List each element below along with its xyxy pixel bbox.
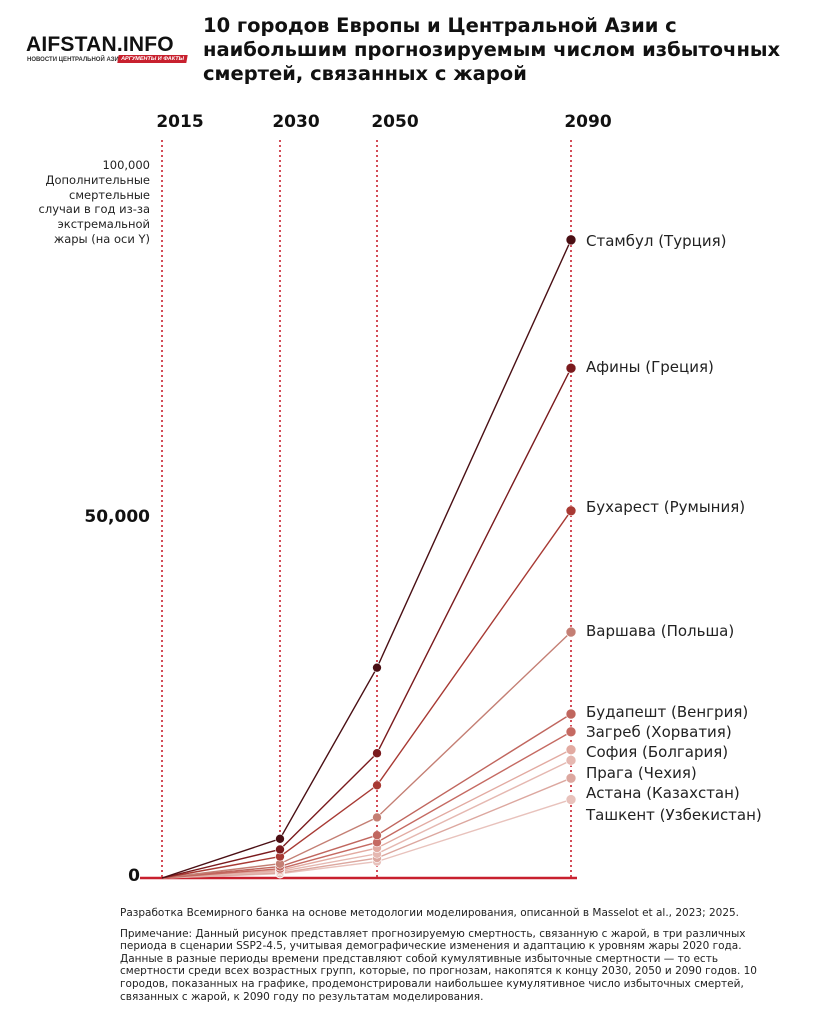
series-label: Будапешт (Венгрия) <box>586 703 748 721</box>
site-logo[interactable]: AIFSTAN.INFO НОВОСТИ ЦЕНТРАЛЬНОЙ АЗИИ АР… <box>26 33 188 63</box>
data-point <box>275 833 285 844</box>
y-tick-label: 0 <box>128 866 140 886</box>
chart-footer: Разработка Всемирного банка на основе ме… <box>120 907 770 1011</box>
series-label: Прага (Чехия) <box>586 764 697 782</box>
x-tick-label: 2030 <box>272 112 320 132</box>
data-point <box>372 812 382 823</box>
x-tick-label: 2015 <box>156 112 204 132</box>
x-tick-label: 2090 <box>564 112 612 132</box>
methodology-note: Примечание: Данный рисунок представляет … <box>120 927 757 1003</box>
series-line <box>161 777 572 879</box>
data-point <box>372 662 382 673</box>
data-point <box>565 362 577 374</box>
y-axis-label: 100,000 Дополнительные смертельные случа… <box>38 158 150 246</box>
series-label: Ташкент (Узбекистан) <box>585 806 762 824</box>
logo-tagline: НОВОСТИ ЦЕНТРАЛЬНОЙ АЗИИ <box>27 57 124 63</box>
data-point <box>372 780 382 791</box>
series-line <box>161 749 572 879</box>
data-point <box>565 505 577 517</box>
data-point <box>565 772 577 784</box>
series-label: Стамбул (Турция) <box>586 232 726 250</box>
series-label: Афины (Греция) <box>586 358 714 376</box>
y-tick-label: 50,000 <box>84 507 150 527</box>
series-line <box>161 731 572 879</box>
logo-wordmark: AIFSTAN.INFO <box>26 33 174 56</box>
data-point <box>372 830 382 841</box>
series-line <box>161 713 572 879</box>
series-label: София (Болгария) <box>586 743 728 761</box>
series-label: Астана (Казахстан) <box>586 784 740 802</box>
data-point <box>372 748 382 759</box>
data-point <box>565 626 577 638</box>
data-point <box>565 755 577 766</box>
series-line <box>161 631 572 879</box>
data-point <box>565 726 577 738</box>
chart-title: 10 городов Европы и Центральной Азии с н… <box>203 14 781 85</box>
data-point <box>565 234 577 246</box>
source-note: Разработка Всемирного банка на основе ме… <box>120 907 740 919</box>
series-line <box>161 367 572 879</box>
data-point <box>565 708 577 720</box>
data-point <box>275 844 285 855</box>
data-point <box>565 794 577 805</box>
series-line <box>161 759 572 879</box>
series-label: Загреб (Хорватия) <box>586 723 732 741</box>
data-point <box>565 744 577 755</box>
series-label: Варшава (Польша) <box>586 622 734 640</box>
series-label: Бухарест (Румыния) <box>586 498 745 516</box>
series-line <box>161 510 572 879</box>
x-tick-label: 2050 <box>371 112 419 132</box>
series-line <box>161 239 572 879</box>
